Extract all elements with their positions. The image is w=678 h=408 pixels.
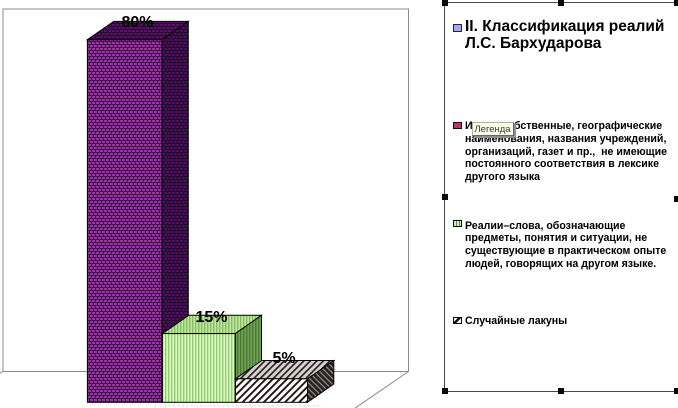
svg-text:5%: 5% (272, 350, 295, 367)
svg-text:15%: 15% (195, 309, 227, 326)
svg-text:80%: 80% (121, 14, 153, 31)
